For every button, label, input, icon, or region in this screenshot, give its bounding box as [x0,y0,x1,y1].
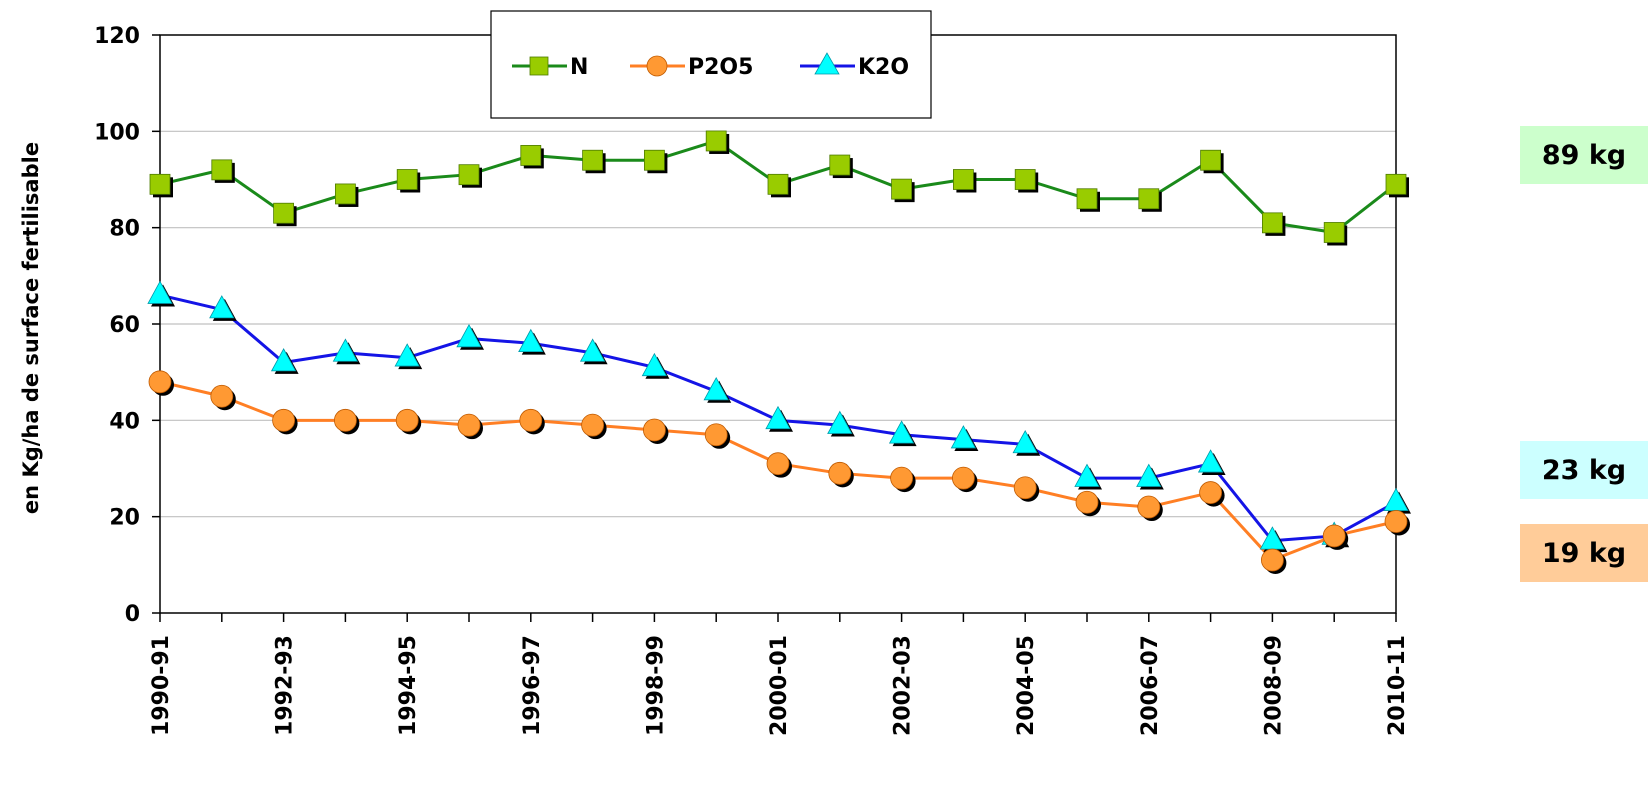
data-point-p2o5 [149,371,171,393]
data-point-k2o [519,330,543,352]
y-axis: 0 20 40 60 80 100 120 [94,24,160,627]
data-point-p2o5 [829,462,851,484]
y-tick-label: 120 [94,24,140,49]
data-point-p2o5 [705,424,727,446]
data-point-p2o5 [1200,482,1222,504]
data-point-p2o5 [1323,525,1345,547]
data-point-k2o [148,281,172,303]
y-axis-title: en Kg/ha de surface fertilisable [19,142,43,514]
data-point-p2o5 [520,409,542,431]
y-tick-label: 100 [94,120,140,145]
y-tick-label: 60 [109,313,140,338]
data-point-n [1386,174,1406,194]
data-point-n [892,179,912,199]
data-point-n [1262,213,1282,233]
x-tick-label: 1990-91 [149,635,174,736]
y-tick-label: 40 [109,409,140,434]
data-point-p2o5 [582,414,604,436]
y-tick-label: 0 [125,602,140,627]
x-tick-label: 2008-09 [1261,635,1286,736]
data-point-k2o [951,426,975,448]
data-point-n [953,170,973,190]
x-tick-label: 2000-01 [767,635,792,736]
data-point-p2o5 [334,409,356,431]
legend-marker [530,57,548,75]
data-point-p2o5 [952,467,974,489]
data-point-p2o5 [273,409,295,431]
x-tick-label: 1996-97 [520,635,545,736]
data-point-n [583,150,603,170]
data-point-n [1324,222,1344,242]
data-point-p2o5 [891,467,913,489]
data-point-p2o5 [458,414,480,436]
data-point-n [1077,189,1097,209]
end-label-n: 89 kg [1520,126,1648,184]
data-point-n [397,170,417,190]
legend-label: N [570,55,588,80]
data-point-k2o [1013,431,1037,453]
data-point-p2o5 [1014,477,1036,499]
end-label-p2o5: 19 kg [1520,524,1648,582]
legend-label: K2O [858,55,909,80]
data-point-p2o5 [1385,510,1407,532]
data-point-n [212,160,232,180]
y-tick-label: 80 [109,217,140,242]
data-point-n [521,145,541,165]
data-point-n [335,184,355,204]
series-layer [148,131,1411,574]
data-point-n [644,150,664,170]
series-points-n [150,131,1409,246]
data-point-p2o5 [1138,496,1160,518]
data-point-n [1201,150,1221,170]
data-point-p2o5 [1261,549,1283,571]
data-point-k2o [457,325,481,347]
x-tick-label: 1992-93 [273,635,298,736]
data-point-n [768,174,788,194]
x-tick-label: 1994-95 [396,635,421,736]
data-point-k2o [1075,464,1099,486]
x-tick-label: 2002-03 [891,635,916,736]
y-tick-label: 20 [109,506,140,531]
data-point-k2o [333,339,357,361]
x-tick-label: 2010-11 [1385,635,1410,736]
data-point-n [830,155,850,175]
data-point-p2o5 [767,453,789,475]
data-point-n [459,165,479,185]
data-point-k2o [828,412,852,434]
legend-label: P2O5 [688,55,753,80]
x-tick-label: 2006-07 [1138,635,1163,736]
data-point-n [1015,170,1035,190]
data-point-p2o5 [1076,491,1098,513]
x-tick-label: 1998-99 [643,635,668,736]
data-point-p2o5 [396,409,418,431]
data-point-k2o [1384,489,1408,511]
data-point-n [706,131,726,151]
data-point-n [150,174,170,194]
data-point-k2o [1199,450,1223,472]
legend: N P2O5 K2O [491,11,931,118]
data-point-p2o5 [643,419,665,441]
data-point-p2o5 [211,385,233,407]
data-point-n [274,203,294,223]
end-label-k2o: 23 kg [1520,441,1648,499]
legend-marker [647,56,667,76]
data-point-n [1139,189,1159,209]
x-tick-label: 2004-05 [1014,635,1039,736]
x-axis: 1990-91 1992-93 1994-95 1996-97 1998-99 2000-… [149,613,1410,736]
